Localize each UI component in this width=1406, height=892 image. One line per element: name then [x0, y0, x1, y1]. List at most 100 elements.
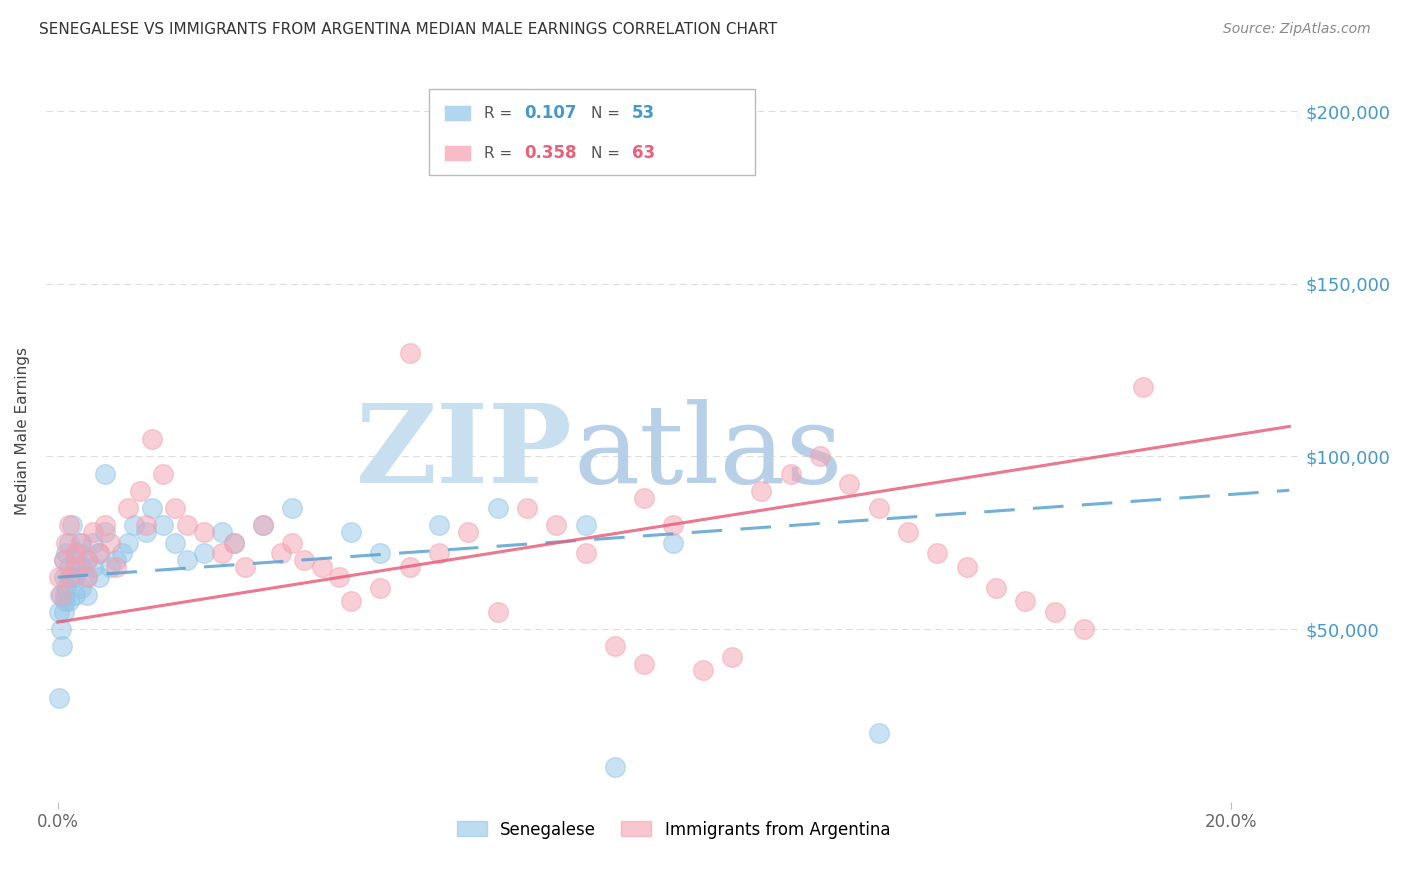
Point	[65, 546, 87, 560]
Point	[662, 535, 685, 549]
Point	[76, 587, 98, 601]
Point	[87, 546, 110, 560]
Point	[93, 467, 115, 481]
Point	[398, 560, 420, 574]
Point	[340, 525, 363, 540]
Point	[70, 535, 93, 549]
Point	[100, 560, 122, 574]
Point	[662, 518, 685, 533]
Text: R =: R =	[484, 105, 517, 120]
Point	[838, 477, 860, 491]
Point	[692, 664, 714, 678]
Point	[328, 570, 350, 584]
Legend: Senegalese, Immigrants from Argentina: Senegalese, Immigrants from Argentina	[450, 814, 897, 846]
Point	[868, 501, 890, 516]
Point	[516, 501, 538, 516]
Point	[117, 535, 139, 549]
Point	[927, 546, 949, 560]
Point	[55, 535, 77, 549]
Text: ZIP: ZIP	[356, 400, 574, 507]
Point	[152, 467, 174, 481]
Point	[49, 587, 72, 601]
Point	[58, 518, 80, 533]
Point	[60, 518, 83, 533]
Point	[868, 725, 890, 739]
Point	[779, 467, 801, 481]
Point	[1132, 380, 1154, 394]
Text: SENEGALESE VS IMMIGRANTS FROM ARGENTINA MEDIAN MALE EARNINGS CORRELATION CHART: SENEGALESE VS IMMIGRANTS FROM ARGENTINA …	[39, 22, 778, 37]
Point	[48, 570, 70, 584]
Point	[55, 546, 77, 560]
Point	[340, 594, 363, 608]
Point	[93, 518, 115, 533]
Point	[457, 525, 479, 540]
Point	[897, 525, 920, 540]
Point	[751, 483, 773, 498]
Point	[176, 518, 198, 533]
Point	[100, 535, 122, 549]
Point	[135, 518, 157, 533]
Point	[52, 553, 75, 567]
Point	[76, 570, 98, 584]
Point	[76, 570, 98, 584]
Point	[76, 553, 98, 567]
Point	[270, 546, 292, 560]
Text: 0.358: 0.358	[524, 145, 576, 162]
Point	[52, 570, 75, 584]
Point	[486, 605, 509, 619]
Y-axis label: Median Male Earnings: Median Male Earnings	[15, 347, 30, 515]
Point	[1073, 622, 1095, 636]
Point	[252, 518, 274, 533]
Point	[235, 560, 257, 574]
Point	[1014, 594, 1036, 608]
Point	[52, 553, 75, 567]
Point	[281, 535, 304, 549]
Text: atlas: atlas	[574, 400, 842, 507]
Point	[111, 546, 134, 560]
Point	[58, 560, 80, 574]
Point	[48, 605, 70, 619]
Point	[1043, 605, 1066, 619]
Point	[128, 483, 150, 498]
Text: N =: N =	[591, 145, 624, 161]
Point	[211, 546, 233, 560]
Point	[281, 501, 304, 516]
Point	[984, 581, 1007, 595]
Point	[252, 518, 274, 533]
Point	[105, 553, 128, 567]
FancyBboxPatch shape	[444, 145, 471, 161]
Point	[486, 501, 509, 516]
Point	[633, 491, 655, 505]
Point	[368, 581, 391, 595]
FancyBboxPatch shape	[429, 89, 755, 175]
Point	[70, 535, 93, 549]
Point	[53, 594, 76, 608]
Point	[427, 518, 450, 533]
Text: 63: 63	[633, 145, 655, 162]
Point	[65, 553, 87, 567]
Point	[398, 346, 420, 360]
Point	[211, 525, 233, 540]
Point	[163, 501, 186, 516]
Point	[574, 546, 596, 560]
Point	[574, 518, 596, 533]
Point	[546, 518, 568, 533]
Point	[222, 535, 245, 549]
Text: R =: R =	[484, 145, 517, 161]
Point	[311, 560, 333, 574]
Point	[135, 525, 157, 540]
Point	[70, 581, 93, 595]
Point	[176, 553, 198, 567]
Point	[163, 535, 186, 549]
Point	[51, 587, 73, 601]
Point	[67, 546, 90, 560]
Point	[193, 546, 215, 560]
Point	[141, 432, 163, 446]
Point	[427, 546, 450, 560]
Text: N =: N =	[591, 105, 624, 120]
Point	[93, 525, 115, 540]
Point	[82, 535, 104, 549]
Point	[152, 518, 174, 533]
Point	[48, 691, 70, 706]
Point	[55, 581, 77, 595]
